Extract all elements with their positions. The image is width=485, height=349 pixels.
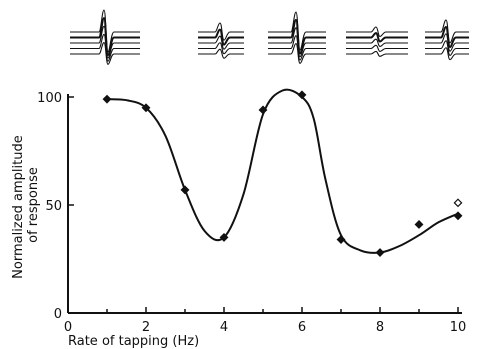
y-axis-label-line-1: Normalized amplitude <box>11 135 26 279</box>
waveform-trace <box>346 38 408 47</box>
waveform-insets <box>70 9 469 65</box>
data-point <box>453 198 463 208</box>
waveform-trace <box>425 47 469 61</box>
y-tick-label: 100 <box>37 91 62 106</box>
y-axis-label-line-2: of response <box>26 167 41 243</box>
waveform-trace <box>425 40 469 56</box>
fitted-curve <box>106 88 459 254</box>
x-tick-label: 2 <box>142 320 150 335</box>
waveform-inset <box>70 9 140 65</box>
x-tick-label: 4 <box>220 320 228 335</box>
waveform-trace <box>198 42 244 55</box>
waveform-inset <box>346 26 408 57</box>
waveform-trace <box>268 27 326 58</box>
waveform-trace <box>70 42 140 65</box>
x-tick-label: 6 <box>298 320 306 335</box>
chart-axes <box>67 94 462 314</box>
data-points <box>102 90 463 257</box>
data-point <box>297 90 307 100</box>
data-point <box>180 185 190 195</box>
waveform-trace <box>346 26 408 38</box>
waveform-trace <box>268 35 326 61</box>
data-point <box>219 232 229 242</box>
waveform-inset <box>268 11 326 64</box>
y-ticks: 0 50 100 <box>37 91 74 322</box>
waveform-trace <box>198 22 244 41</box>
waveform-trace <box>198 48 244 59</box>
data-point <box>258 105 268 115</box>
data-point <box>102 94 112 104</box>
waveform-trace <box>198 35 244 50</box>
y-axis-label: Normalized amplitude of response <box>11 131 41 279</box>
waveform-trace <box>70 33 140 62</box>
data-point <box>375 248 385 257</box>
waveform-trace <box>346 50 408 57</box>
x-ticks: 0 2 4 6 8 10 <box>64 307 466 335</box>
data-point <box>141 103 151 113</box>
data-point <box>414 219 424 229</box>
waveform-inset <box>198 22 244 59</box>
waveform-inset <box>425 19 469 61</box>
waveform-trace <box>198 28 244 46</box>
x-tick-label: 0 <box>64 320 72 335</box>
waveform-trace <box>268 43 326 64</box>
waveform-trace <box>346 32 408 43</box>
x-tick-label: 10 <box>450 320 467 335</box>
y-tick-label: 50 <box>45 199 62 214</box>
waveform-trace <box>425 33 469 52</box>
waveform-trace <box>346 44 408 52</box>
data-point <box>336 235 346 245</box>
x-tick-label: 8 <box>376 320 384 335</box>
data-point <box>453 211 463 221</box>
y-tick-label: 0 <box>54 307 62 322</box>
waveform-trace <box>425 25 469 49</box>
x-axis-label: Rate of tapping (Hz) <box>68 334 199 349</box>
